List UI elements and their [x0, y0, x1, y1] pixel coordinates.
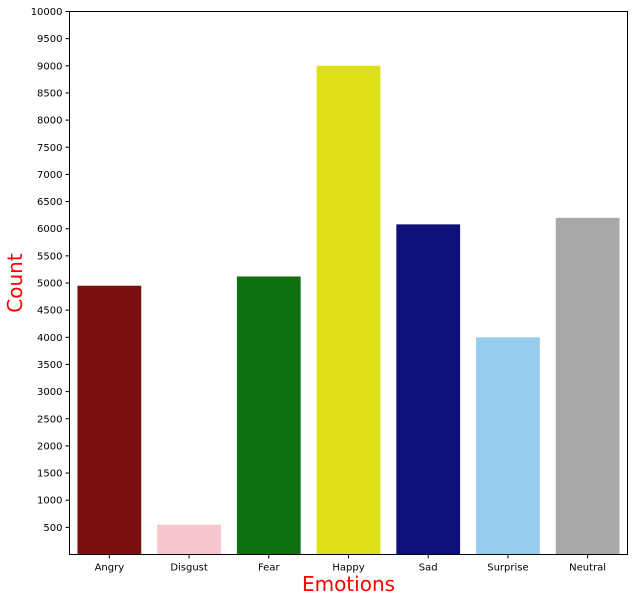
y-tick-label: 1000	[37, 496, 62, 507]
y-tick-label: 4500	[37, 306, 62, 317]
x-axis-title: Emotions	[302, 572, 395, 596]
x-tick-label-surprise: Surprise	[487, 563, 528, 574]
y-tick-label: 1500	[37, 469, 62, 480]
x-tick-label-fear: Fear	[258, 563, 280, 574]
bar-disgust	[157, 524, 221, 555]
y-axis-title: Count	[3, 253, 27, 313]
x-tick-label-angry: Angry	[95, 563, 125, 574]
y-tick-label: 4000	[37, 333, 62, 344]
x-tick-label-happy: Happy	[332, 563, 364, 574]
y-tick-label: 5500	[37, 251, 62, 262]
y-tick-label: 9000	[37, 61, 62, 72]
bar-sad	[396, 224, 461, 555]
bar-surprise	[476, 337, 540, 555]
y-tick-label: 9500	[37, 34, 62, 45]
y-tick-label: 6000	[37, 224, 62, 235]
y-tick-label: 8000	[37, 116, 62, 127]
y-tick-label: 7000	[37, 170, 62, 181]
y-tick-label: 6500	[37, 197, 62, 208]
y-axis: 500 1000 1500 2000 2500 3000 3500 4000 4500 5000 5…	[31, 7, 70, 534]
y-tick-label: 3500	[37, 360, 62, 371]
bar-happy	[316, 65, 381, 555]
x-tick-label-neutral: Neutral	[569, 563, 606, 574]
y-tick-label: 7500	[37, 143, 62, 154]
x-axis: Angry Disgust Fear Happy Sad Surprise Neutral	[95, 554, 606, 574]
x-tick-label-disgust: Disgust	[170, 563, 208, 574]
y-tick-label: 2000	[37, 441, 62, 452]
bars-group	[77, 65, 620, 555]
y-tick-label: 2500	[37, 414, 62, 425]
y-tick-label: 5000	[37, 279, 62, 290]
y-tick-label: 10000	[31, 7, 63, 18]
bar-angry	[77, 285, 142, 555]
y-tick-label: 8500	[37, 88, 62, 99]
x-tick-label-sad: Sad	[419, 563, 438, 574]
y-tick-label: 500	[43, 523, 62, 534]
y-tick-label: 3000	[37, 387, 62, 398]
bar-fear	[236, 276, 301, 555]
bar-neutral	[555, 217, 620, 555]
